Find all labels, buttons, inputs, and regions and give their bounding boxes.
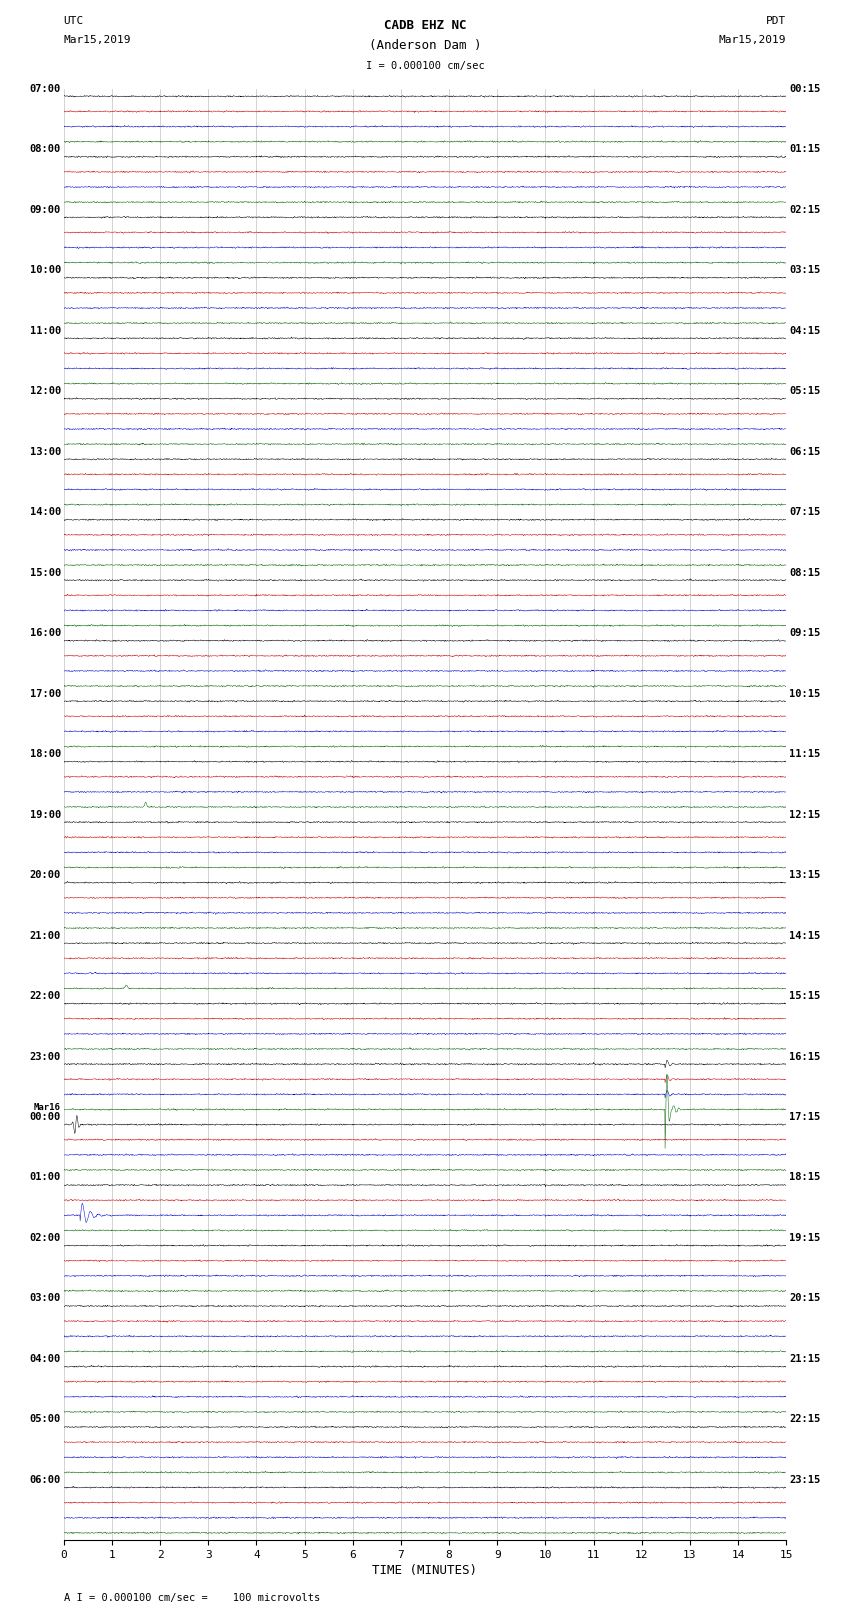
Text: 19:15: 19:15 [789,1232,820,1244]
Text: 10:15: 10:15 [789,689,820,698]
Text: PDT: PDT [766,16,786,26]
Text: 17:15: 17:15 [789,1111,820,1123]
Text: Mar16: Mar16 [34,1103,61,1113]
Text: 05:15: 05:15 [789,386,820,397]
Text: 08:00: 08:00 [30,144,61,155]
Text: 14:00: 14:00 [30,506,61,518]
Text: 23:00: 23:00 [30,1052,61,1061]
Text: 08:15: 08:15 [789,568,820,577]
Text: 09:15: 09:15 [789,627,820,639]
Text: 20:15: 20:15 [789,1294,820,1303]
Text: 15:00: 15:00 [30,568,61,577]
Text: A I = 0.000100 cm/sec =    100 microvolts: A I = 0.000100 cm/sec = 100 microvolts [64,1594,320,1603]
Text: 02:15: 02:15 [789,205,820,215]
Text: 12:15: 12:15 [789,810,820,819]
Text: Mar15,2019: Mar15,2019 [719,35,786,45]
Text: 01:15: 01:15 [789,144,820,155]
Text: 18:15: 18:15 [789,1173,820,1182]
Text: 07:15: 07:15 [789,506,820,518]
Text: UTC: UTC [64,16,84,26]
Text: CADB EHZ NC: CADB EHZ NC [383,19,467,32]
Text: 06:00: 06:00 [30,1474,61,1486]
Text: 21:00: 21:00 [30,931,61,940]
Text: 03:00: 03:00 [30,1294,61,1303]
Text: 00:15: 00:15 [789,84,820,94]
Text: (Anderson Dam ): (Anderson Dam ) [369,39,481,52]
Text: 01:00: 01:00 [30,1173,61,1182]
Text: 04:00: 04:00 [30,1353,61,1365]
Text: 09:00: 09:00 [30,205,61,215]
Text: 21:15: 21:15 [789,1353,820,1365]
Text: 07:00: 07:00 [30,84,61,94]
Text: 18:00: 18:00 [30,748,61,760]
Text: 12:00: 12:00 [30,386,61,397]
Text: 10:00: 10:00 [30,265,61,276]
Text: 11:00: 11:00 [30,326,61,336]
Text: 22:00: 22:00 [30,990,61,1002]
X-axis label: TIME (MINUTES): TIME (MINUTES) [372,1565,478,1578]
Text: I = 0.000100 cm/sec: I = 0.000100 cm/sec [366,61,484,71]
Text: 22:15: 22:15 [789,1415,820,1424]
Text: 06:15: 06:15 [789,447,820,456]
Text: Mar15,2019: Mar15,2019 [64,35,131,45]
Text: 02:00: 02:00 [30,1232,61,1244]
Text: 23:15: 23:15 [789,1474,820,1486]
Text: 15:15: 15:15 [789,990,820,1002]
Text: 16:00: 16:00 [30,627,61,639]
Text: 04:15: 04:15 [789,326,820,336]
Text: 11:15: 11:15 [789,748,820,760]
Text: 03:15: 03:15 [789,265,820,276]
Text: 16:15: 16:15 [789,1052,820,1061]
Text: 13:15: 13:15 [789,869,820,881]
Text: 17:00: 17:00 [30,689,61,698]
Text: 14:15: 14:15 [789,931,820,940]
Text: 13:00: 13:00 [30,447,61,456]
Text: 19:00: 19:00 [30,810,61,819]
Text: 00:00: 00:00 [30,1111,61,1123]
Text: 05:00: 05:00 [30,1415,61,1424]
Text: 20:00: 20:00 [30,869,61,881]
